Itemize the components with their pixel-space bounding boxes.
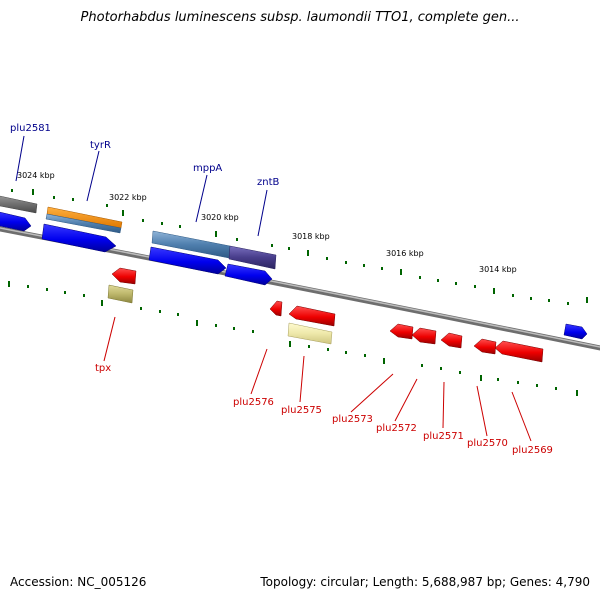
tick-row-upper [11,189,588,305]
genome-summary-text: Topology: circular; Length: 5,688,987 bp… [260,575,590,589]
forward-cds-arrow[interactable] [224,263,273,286]
lower-feature-track [107,284,333,345]
kbp-label-3018: 3018 kbp [292,232,330,241]
gene-label-plu2570[interactable]: plu2570 [467,438,508,449]
kbp-label-3020: 3020 kbp [201,213,239,222]
gene-tyrR-subbar[interactable] [45,213,122,234]
upper-feature-track [0,195,277,270]
accession-text: Accession: NC_005126 [10,575,147,589]
reverse-cds-arrow[interactable] [288,305,336,327]
gene-label-tpx[interactable]: tpx [95,363,111,374]
reverse-cds-arrow[interactable] [389,323,414,340]
gene-label-plu2572[interactable]: plu2572 [376,423,417,434]
gene-label-plu2575[interactable]: plu2575 [281,405,322,416]
gene-zntB-bar[interactable] [228,245,277,270]
reverse-cds-track [111,267,544,363]
tick-row-lower [8,281,578,396]
gene-label-plu2576[interactable]: plu2576 [233,397,274,408]
kbp-label-3014: 3014 kbp [479,265,517,274]
reverse-cds-arrow[interactable] [269,300,283,317]
gene-label-tyrR[interactable]: tyrR [90,140,111,151]
gene-plu2575-bar[interactable] [287,322,333,345]
kbp-label-3024: 3024 kbp [17,171,55,180]
gene-label-plu2569[interactable]: plu2569 [512,445,553,456]
map-title: Photorhabdus luminescens subsp. laumondi… [80,10,520,25]
gene-label-mppA[interactable]: mppA [193,163,222,174]
reverse-cds-arrow[interactable] [494,340,544,363]
reverse-cds-arrow[interactable] [440,332,463,349]
bottom-label-leaders [103,316,532,442]
forward-cds-arrow[interactable] [148,246,227,275]
kbp-label-3016: 3016 kbp [386,249,424,258]
gene-label-zntB[interactable]: zntB [257,177,280,188]
reverse-cds-arrow[interactable] [473,338,497,355]
forward-cds-track [0,211,588,340]
gene-label-plu2573[interactable]: plu2573 [332,414,373,425]
reverse-cds-arrow[interactable] [111,267,137,285]
reverse-cds-arrow[interactable] [411,327,437,345]
top-label-leaders [15,135,268,237]
kbp-label-3022: 3022 kbp [109,193,147,202]
forward-cds-arrow[interactable] [41,223,117,253]
gene-label-plu2571[interactable]: plu2571 [423,431,464,442]
forward-cds-arrow[interactable] [0,211,32,232]
gene-tpx-bar[interactable] [107,284,134,304]
gene-label-plu2581[interactable]: plu2581 [10,123,51,134]
forward-cds-arrow[interactable] [563,323,588,340]
gene-plu2581-bar[interactable] [0,195,38,214]
